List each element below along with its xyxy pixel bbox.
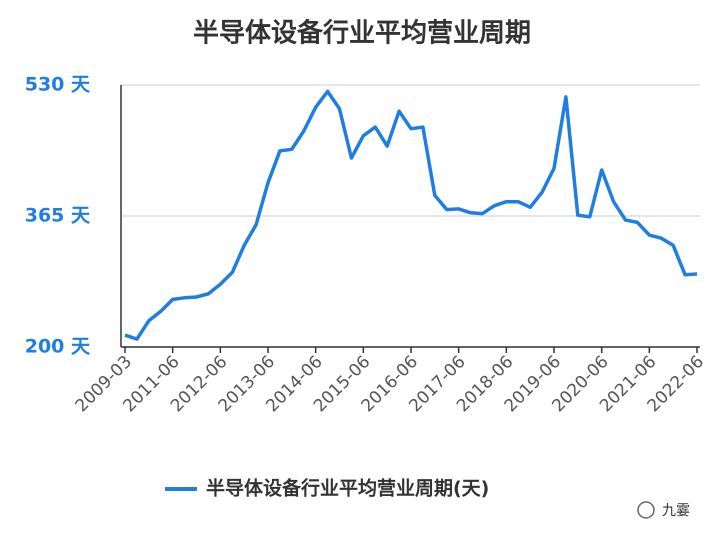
y-tick-label: 200 天 (25, 336, 91, 358)
legend-label: 半导体设备行业平均营业周期(天) (206, 477, 489, 500)
watermark-text: 九霎 (662, 503, 690, 519)
watermark: 九霎 (637, 501, 690, 519)
series-line (124, 89, 698, 341)
y-tick-label: 365 天 (25, 205, 91, 227)
y-tick-label: 530 天 (25, 74, 91, 96)
watermark-icon (637, 501, 655, 519)
chart-title: 半导体设备行业平均营业周期 (193, 18, 531, 49)
